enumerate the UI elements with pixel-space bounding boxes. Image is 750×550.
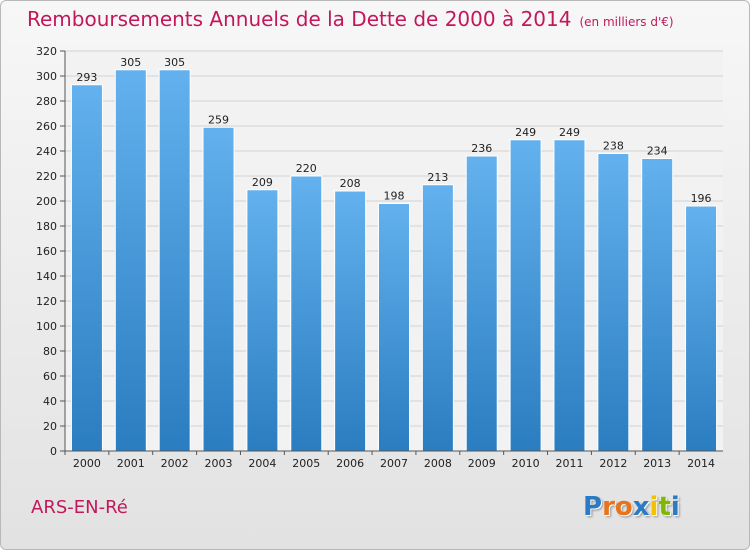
bar-2002 (158, 69, 191, 452)
y-tick-label: 320 (36, 45, 57, 58)
y-tick-label: 200 (36, 195, 57, 208)
x-tick-label: 2001 (117, 457, 145, 470)
y-tick-label: 40 (43, 395, 57, 408)
data-label-2004: 209 (252, 176, 273, 189)
data-label-2002: 305 (164, 56, 185, 69)
y-tick-label: 60 (43, 370, 57, 383)
logo-letter: r (602, 492, 615, 522)
data-label-2010: 249 (515, 126, 536, 139)
logo-letter: t (658, 492, 671, 522)
bar-2014 (685, 205, 718, 452)
bar-2005 (290, 175, 323, 452)
x-tick-label: 2008 (424, 457, 452, 470)
data-label-2000: 293 (76, 71, 97, 84)
data-label-2006: 208 (340, 177, 361, 190)
y-tick-label: 260 (36, 120, 57, 133)
y-tick-label: 100 (36, 320, 57, 333)
y-tick-label: 160 (36, 245, 57, 258)
y-tick-label: 80 (43, 345, 57, 358)
bar-2006 (334, 190, 367, 452)
data-label-2011: 249 (559, 126, 580, 139)
bar-2001 (114, 69, 147, 452)
chart-title-text: Remboursements Annuels de la Dette de 20… (27, 7, 572, 31)
chart-unit-note: (en milliers d'€) (579, 15, 674, 29)
x-tick-label: 2004 (248, 457, 276, 470)
y-tick-label: 280 (36, 95, 57, 108)
x-tick-label: 2009 (468, 457, 496, 470)
y-tick-label: 300 (36, 70, 57, 83)
data-label-2009: 236 (471, 142, 492, 155)
bar-2010 (509, 139, 542, 452)
bar-2013 (641, 158, 674, 452)
x-tick-label: 2007 (380, 457, 408, 470)
y-tick-label: 240 (36, 145, 57, 158)
data-label-2005: 220 (296, 162, 317, 175)
x-tick-label: 2000 (73, 457, 101, 470)
x-tick-label: 2006 (336, 457, 364, 470)
data-label-2003: 259 (208, 113, 229, 126)
bar-2000 (70, 84, 103, 452)
logo-letter: P (583, 492, 603, 522)
x-tick-label: 2014 (687, 457, 715, 470)
x-tick-label: 2012 (599, 457, 627, 470)
data-label-2013: 234 (647, 145, 668, 158)
data-label-2001: 305 (120, 56, 141, 69)
commune-name: ARS-EN-Ré (31, 497, 128, 518)
bar-2011 (553, 139, 586, 452)
x-tick-label: 2003 (205, 457, 233, 470)
y-tick-label: 0 (50, 445, 57, 458)
bar-2009 (465, 155, 498, 452)
chart-title: Remboursements Annuels de la Dette de 20… (27, 7, 674, 31)
x-tick-label: 2005 (292, 457, 320, 470)
logo-letter: i (670, 492, 680, 522)
bar-2012 (597, 153, 630, 452)
logo-letter: i (649, 492, 659, 522)
x-tick-label: 2010 (512, 457, 540, 470)
logo-letter: x (632, 492, 650, 522)
logo-letter: o (614, 492, 633, 522)
data-label-2008: 213 (427, 171, 448, 184)
x-tick-label: 2013 (643, 457, 671, 470)
y-tick-label: 180 (36, 220, 57, 233)
data-label-2012: 238 (603, 140, 624, 153)
y-tick-label: 220 (36, 170, 57, 183)
y-tick-label: 20 (43, 420, 57, 433)
x-tick-label: 2002 (161, 457, 189, 470)
bar-2003 (202, 126, 235, 452)
x-tick-label: 2011 (555, 457, 583, 470)
y-tick-label: 120 (36, 295, 57, 308)
bar-2004 (246, 189, 279, 452)
data-label-2007: 198 (384, 190, 405, 203)
bar-2008 (421, 184, 454, 452)
y-tick-label: 140 (36, 270, 57, 283)
proxiti-logo: Proxiti (583, 492, 680, 522)
bar-2007 (378, 203, 410, 452)
data-label-2014: 196 (691, 192, 712, 205)
